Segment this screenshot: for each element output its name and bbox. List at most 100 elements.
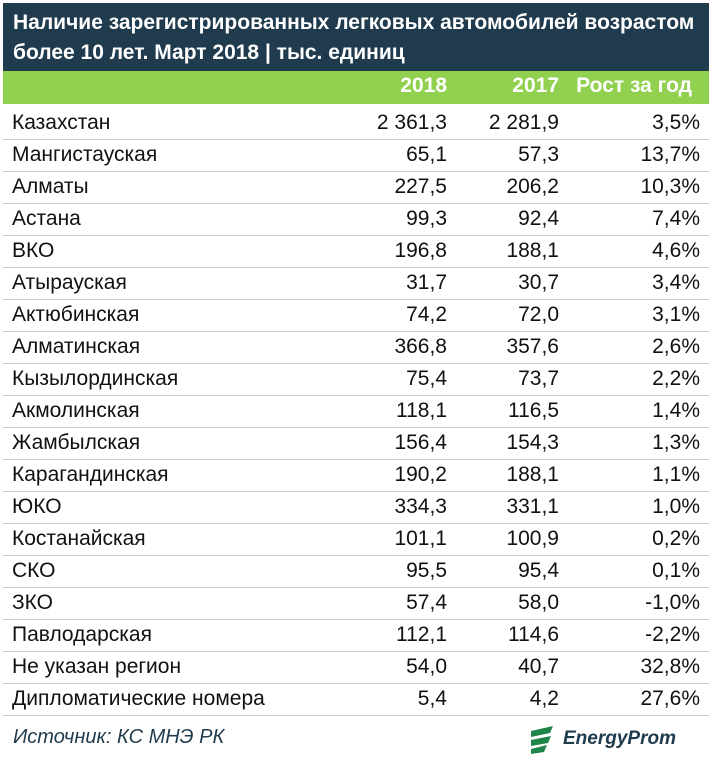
table-body: Казахстан 2 361,3 2 281,9 3,5% Мангистауская… [3, 108, 709, 716]
table-row: Астана 99,3 92,4 7,4% [3, 204, 709, 236]
table-row: Актюбинская 74,2 72,0 3,1% [3, 300, 709, 332]
value-2018: 95,5 [406, 559, 447, 582]
value-2018: 112,1 [396, 623, 447, 646]
table-row: Алматы 227,5 206,2 10,3% [3, 172, 709, 204]
table-row: Кызылординская 75,4 73,7 2,2% [3, 364, 709, 396]
growth-value: 4,6% [652, 239, 700, 262]
growth-value: 1,3% [652, 431, 700, 454]
table-row: Акмолинская 118,1 116,5 1,4% [3, 396, 709, 428]
table-row: Костанайская 101,1 100,9 0,2% [3, 524, 709, 556]
title-line-1: Наличие зарегистрированных легковых авто… [13, 11, 695, 34]
growth-value: -1,0% [645, 591, 700, 614]
value-2018: 74,2 [406, 303, 447, 326]
value-2018: 75,4 [406, 367, 447, 390]
region-name: ЗКО [12, 591, 54, 614]
value-2018: 99,3 [406, 207, 447, 230]
table-row: Алматинская 366,8 357,6 2,6% [3, 332, 709, 364]
table-title: Наличие зарегистрированных легковых авто… [3, 3, 709, 71]
growth-value: 13,7% [640, 143, 700, 166]
region-name: Мангистауская [12, 143, 158, 166]
value-2017: 188,1 [506, 239, 559, 262]
growth-value: 3,4% [652, 271, 700, 294]
growth-value: 27,6% [640, 687, 700, 710]
table-row: Карагандинская 190,2 188,1 1,1% [3, 460, 709, 492]
region-name: Карагандинская [12, 463, 169, 486]
value-2018: 54,0 [406, 655, 447, 678]
value-2017: 116,5 [508, 399, 559, 422]
value-2017: 100,9 [506, 527, 559, 550]
table-row: СКО 95,5 95,4 0,1% [3, 556, 709, 588]
value-2017: 2 281,9 [488, 111, 559, 134]
value-2017: 57,3 [518, 143, 559, 166]
value-2018: 57,4 [406, 591, 447, 614]
growth-value: 1,4% [652, 399, 700, 422]
value-2018: 101,1 [394, 527, 447, 550]
logo-text: EnergyProm [563, 728, 676, 749]
title-line-2: более 10 лет. Март 2018 | тыс. единиц [13, 41, 405, 64]
region-name: ЮКО [12, 495, 62, 518]
region-name: Атырауская [12, 271, 127, 294]
region-name: Казахстан [12, 111, 111, 134]
region-name: Актюбинская [12, 303, 140, 326]
value-2017: 331,1 [506, 495, 559, 518]
energyprom-logo: EnergyProm [527, 722, 697, 756]
region-name: Алматы [12, 175, 89, 198]
table-header: 2018 2017 Рост за год [3, 71, 709, 104]
region-name: Астана [12, 207, 81, 230]
region-name: Акмолинская [12, 399, 140, 422]
footer: Источник: КС МНЭ РК EnergyProm [3, 720, 709, 760]
value-2017: 73,7 [518, 367, 559, 390]
growth-value: 3,1% [652, 303, 700, 326]
region-name: ВКО [12, 239, 55, 262]
value-2017: 30,7 [518, 271, 559, 294]
value-2018: 5,4 [417, 687, 447, 710]
table-row: Не указан регион 54,0 40,7 32,8% [3, 652, 709, 684]
table-row: Жамбылская 156,4 154,3 1,3% [3, 428, 709, 460]
value-2018: 334,3 [394, 495, 447, 518]
growth-value: 10,3% [640, 175, 700, 198]
growth-value: 0,2% [652, 527, 700, 550]
region-name: Дипломатические номера [12, 687, 265, 710]
growth-value: 2,6% [652, 335, 700, 358]
value-2017: 4,2 [529, 687, 559, 710]
table-row: Атырауская 31,7 30,7 3,4% [3, 268, 709, 300]
table-row: Казахстан 2 361,3 2 281,9 3,5% [3, 108, 709, 140]
energyprom-logo-icon [531, 726, 553, 754]
value-2017: 40,7 [518, 655, 559, 678]
table-row: Дипломатические номера 5,4 4,2 27,6% [3, 684, 709, 716]
table-row: ЗКО 57,4 58,0 -1,0% [3, 588, 709, 620]
growth-value: 0,1% [652, 559, 700, 582]
value-2017: 206,2 [506, 175, 559, 198]
region-name: Павлодарская [12, 623, 152, 646]
growth-value: 1,0% [652, 495, 700, 518]
value-2017: 357,6 [506, 335, 559, 358]
region-name: Костанайская [12, 527, 146, 550]
value-2018: 65,1 [406, 143, 447, 166]
value-2018: 156,4 [394, 431, 447, 454]
table-row: Мангистауская 65,1 57,3 13,7% [3, 140, 709, 172]
header-2018: 2018 [400, 74, 447, 97]
region-name: Алматинская [12, 335, 141, 358]
value-2017: 92,4 [518, 207, 559, 230]
value-2017: 58,0 [518, 591, 559, 614]
value-2017: 72,0 [518, 303, 559, 326]
region-name: Жамбылская [12, 431, 141, 454]
value-2017: 95,4 [518, 559, 559, 582]
table-row: ВКО 196,8 188,1 4,6% [3, 236, 709, 268]
growth-value: 7,4% [652, 207, 700, 230]
value-2017: 188,1 [506, 463, 559, 486]
value-2018: 227,5 [394, 175, 447, 198]
value-2018: 2 361,3 [376, 111, 447, 134]
region-name: СКО [12, 559, 56, 582]
value-2018: 366,8 [394, 335, 447, 358]
table-row: Павлодарская 112,1 114,6 -2,2% [3, 620, 709, 652]
value-2017: 154,3 [506, 431, 559, 454]
header-2017: 2017 [512, 74, 559, 97]
region-name: Кызылординская [12, 367, 179, 390]
header-growth: Рост за год [576, 74, 692, 97]
value-2018: 118,1 [396, 399, 447, 422]
growth-value: 1,1% [652, 463, 700, 486]
value-2018: 196,8 [394, 239, 447, 262]
value-2018: 31,7 [406, 271, 447, 294]
value-2017: 114,6 [508, 623, 559, 646]
